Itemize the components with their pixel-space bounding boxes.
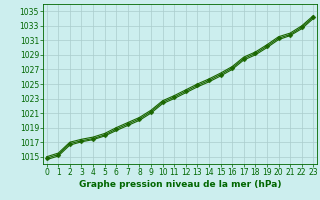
X-axis label: Graphe pression niveau de la mer (hPa): Graphe pression niveau de la mer (hPa) xyxy=(79,180,281,189)
